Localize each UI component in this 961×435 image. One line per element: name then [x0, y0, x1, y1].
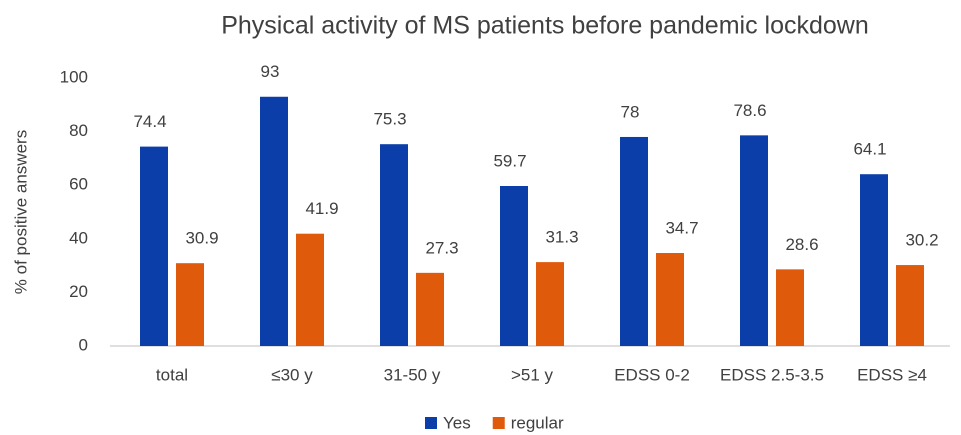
data-label: 78.6 [733, 101, 766, 120]
data-label: 30.2 [905, 231, 938, 250]
bar [776, 269, 804, 346]
x-tick-label: EDSS 0-2 [614, 365, 690, 384]
bar [380, 144, 408, 346]
bar [740, 135, 768, 346]
bar [416, 272, 444, 346]
data-label: 74.4 [133, 112, 166, 131]
bar [140, 146, 168, 346]
y-tick-label: 100 [60, 67, 88, 86]
bar [176, 263, 204, 346]
data-label: 27.3 [425, 238, 458, 257]
data-label: 64.1 [853, 140, 886, 159]
data-label: 59.7 [493, 151, 526, 170]
x-tick-label: ≤30 y [271, 365, 313, 384]
bar [620, 136, 648, 346]
legend-swatch [492, 417, 505, 429]
x-tick-label: EDSS 2.5-3.5 [720, 365, 824, 384]
data-label: 41.9 [305, 199, 338, 218]
bar [896, 265, 924, 346]
bar [860, 174, 888, 346]
y-tick-label: 60 [69, 175, 88, 194]
legend-label: regular [511, 413, 564, 432]
x-tick-label: total [156, 365, 188, 384]
bar [656, 253, 684, 346]
data-label: 78 [621, 102, 640, 121]
bar [500, 186, 528, 346]
x-tick-label: >51 y [511, 365, 554, 384]
y-axis-label: % of positive answers [11, 130, 30, 294]
data-label: 93 [261, 62, 280, 81]
y-tick-label: 20 [69, 282, 88, 301]
bar [260, 96, 288, 346]
data-label: 28.6 [785, 235, 818, 254]
bar [296, 233, 324, 346]
bar [536, 262, 564, 346]
data-label: 75.3 [373, 110, 406, 129]
data-label: 31.3 [545, 228, 578, 247]
legend-label: Yes [443, 413, 471, 432]
data-label: 30.9 [185, 229, 218, 248]
y-tick-label: 80 [69, 121, 88, 140]
data-label: 34.7 [665, 218, 698, 237]
x-tick-label: 31-50 y [384, 365, 441, 384]
chart-title: Physical activity of MS patients before … [221, 12, 869, 40]
y-tick-label: 40 [69, 228, 88, 247]
y-tick-label: 0 [79, 335, 88, 354]
x-tick-label: EDSS ≥4 [857, 365, 927, 384]
legend-swatch [425, 417, 437, 429]
